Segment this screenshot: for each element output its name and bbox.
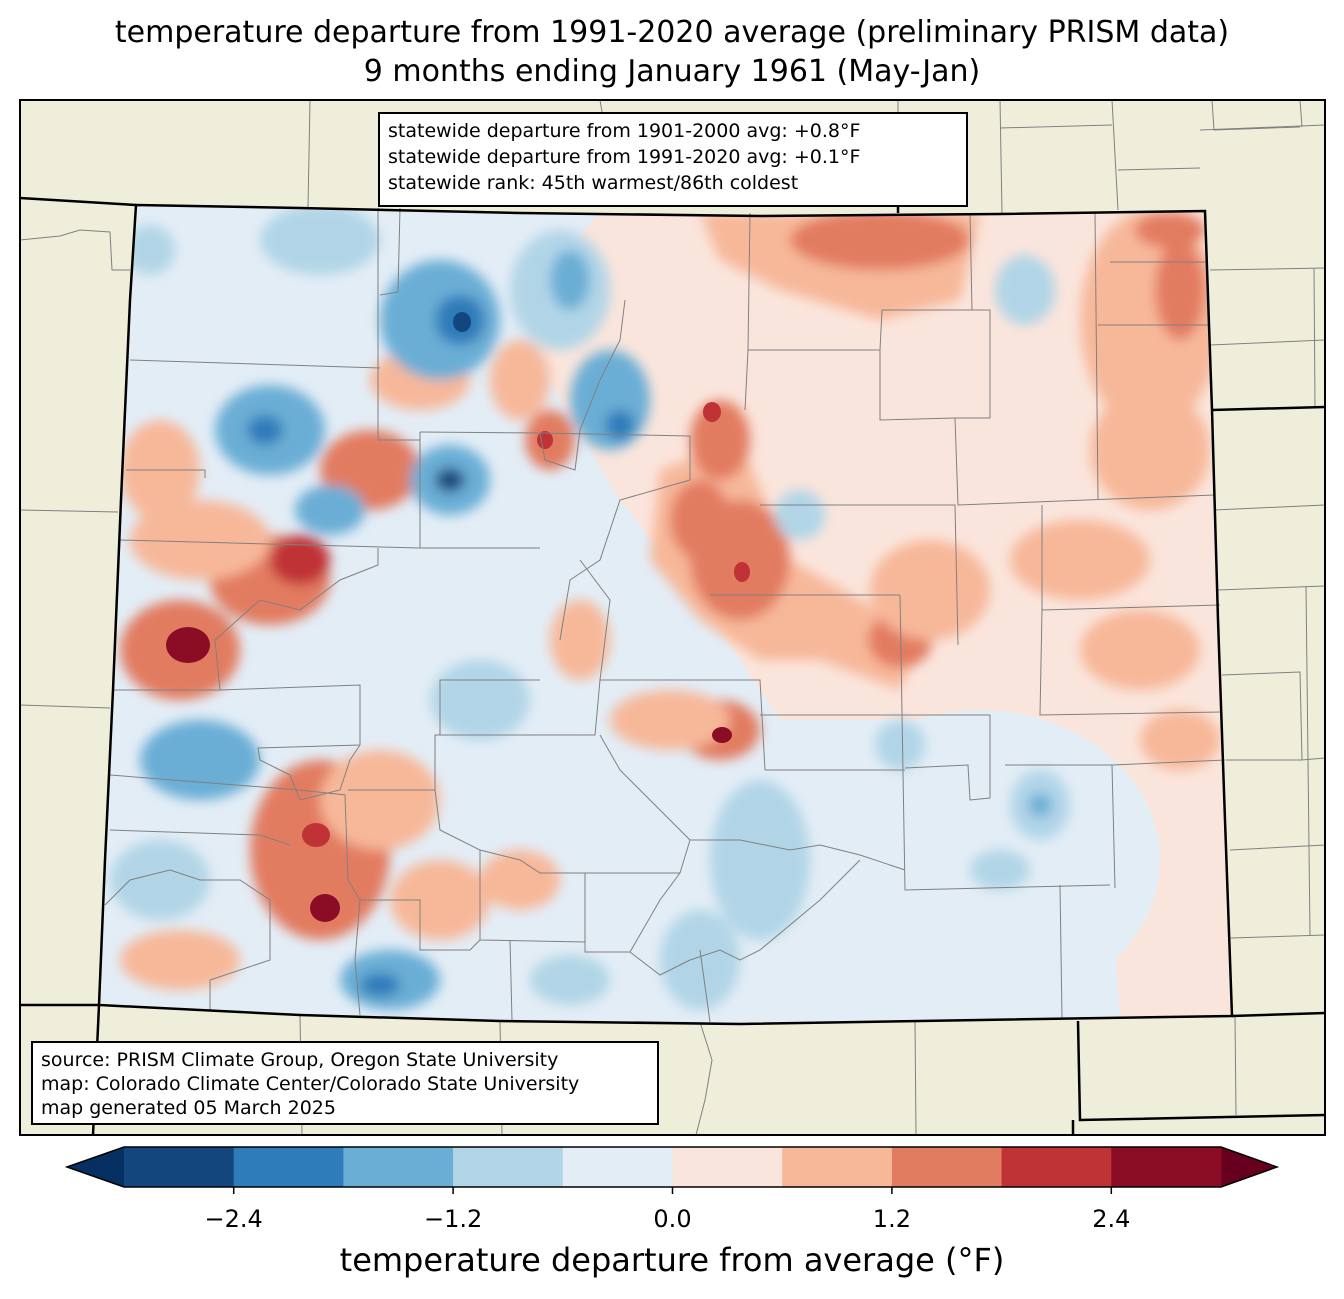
colorbar-tick-label: −2.4 [204,1205,263,1233]
stats-line-3: statewide rank: 45th warmest/86th coldes… [388,172,799,194]
county-lines [104,207,1226,1023]
map-title-line2: 9 months ending January 1961 (May-Jan) [363,54,981,89]
colorbar-over-arrow [1221,1147,1277,1187]
colorbar [64,1146,1280,1194]
colorbar-tick-label: 1.2 [872,1205,911,1233]
colorbar-label: temperature departure from average (°F) [339,1241,1005,1279]
colorbar-segment [672,1147,783,1187]
colorbar-tick-label: 0.0 [653,1205,692,1233]
neighbor-county-lines [19,99,1326,1136]
colorbar-under-arrow [67,1147,124,1187]
source-line-3: map generated 05 March 2025 [41,1097,336,1119]
map-border [19,99,1326,1136]
map-title-line1: temperature departure from 1991-2020 ave… [114,15,1230,50]
stats-line-2: statewide departure from 1991-2020 avg: … [388,146,861,168]
colorbar-segment [343,1147,454,1187]
colorbar-segment [1111,1147,1222,1187]
colorbar-segment [1001,1147,1112,1187]
statewide-stats-box: statewide departure from 1901-2000 avg: … [378,112,968,207]
source-line-1: source: PRISM Climate Group, Oregon Stat… [41,1049,559,1071]
colorbar-segment [453,1147,564,1187]
temperature-field [99,205,1232,1024]
colorbar-tick-label: 2.4 [1092,1205,1131,1233]
source-line-2: map: Colorado Climate Center/Colorado St… [41,1073,580,1095]
colorbar-segment [233,1147,344,1187]
colorbar-segment [891,1147,1003,1187]
colorbar-segment [124,1147,235,1187]
colorbar-segment [562,1147,673,1187]
colorbar-segment [782,1147,893,1187]
stats-line-1: statewide departure from 1901-2000 avg: … [388,120,861,142]
source-box: source: PRISM Climate Group, Oregon Stat… [31,1041,659,1125]
colorbar-tick-label: −1.2 [423,1205,483,1233]
